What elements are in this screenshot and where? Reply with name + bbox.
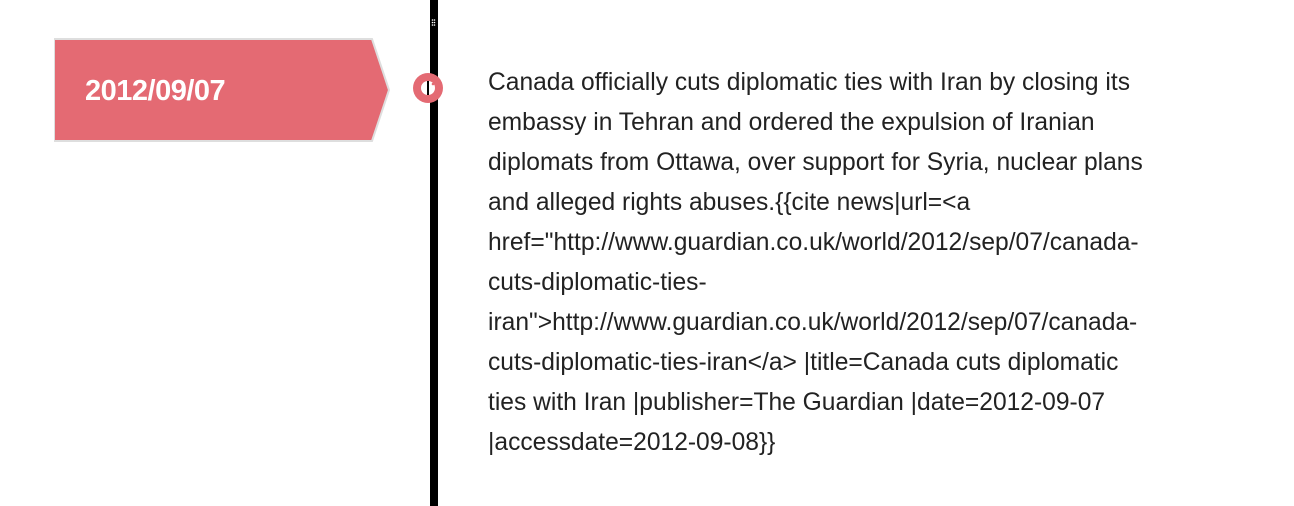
date-tag-arrow-shape <box>54 38 390 142</box>
timeline-marker-icon[interactable] <box>412 72 444 104</box>
event-date: 2012/09/07 <box>85 75 226 107</box>
drag-handle-icon[interactable] <box>431 18 436 27</box>
timeline-line <box>430 0 438 506</box>
date-tag: 2012/09/07 <box>54 38 390 142</box>
event-description: Canada officially cuts diplomatic ties w… <box>488 69 1143 456</box>
